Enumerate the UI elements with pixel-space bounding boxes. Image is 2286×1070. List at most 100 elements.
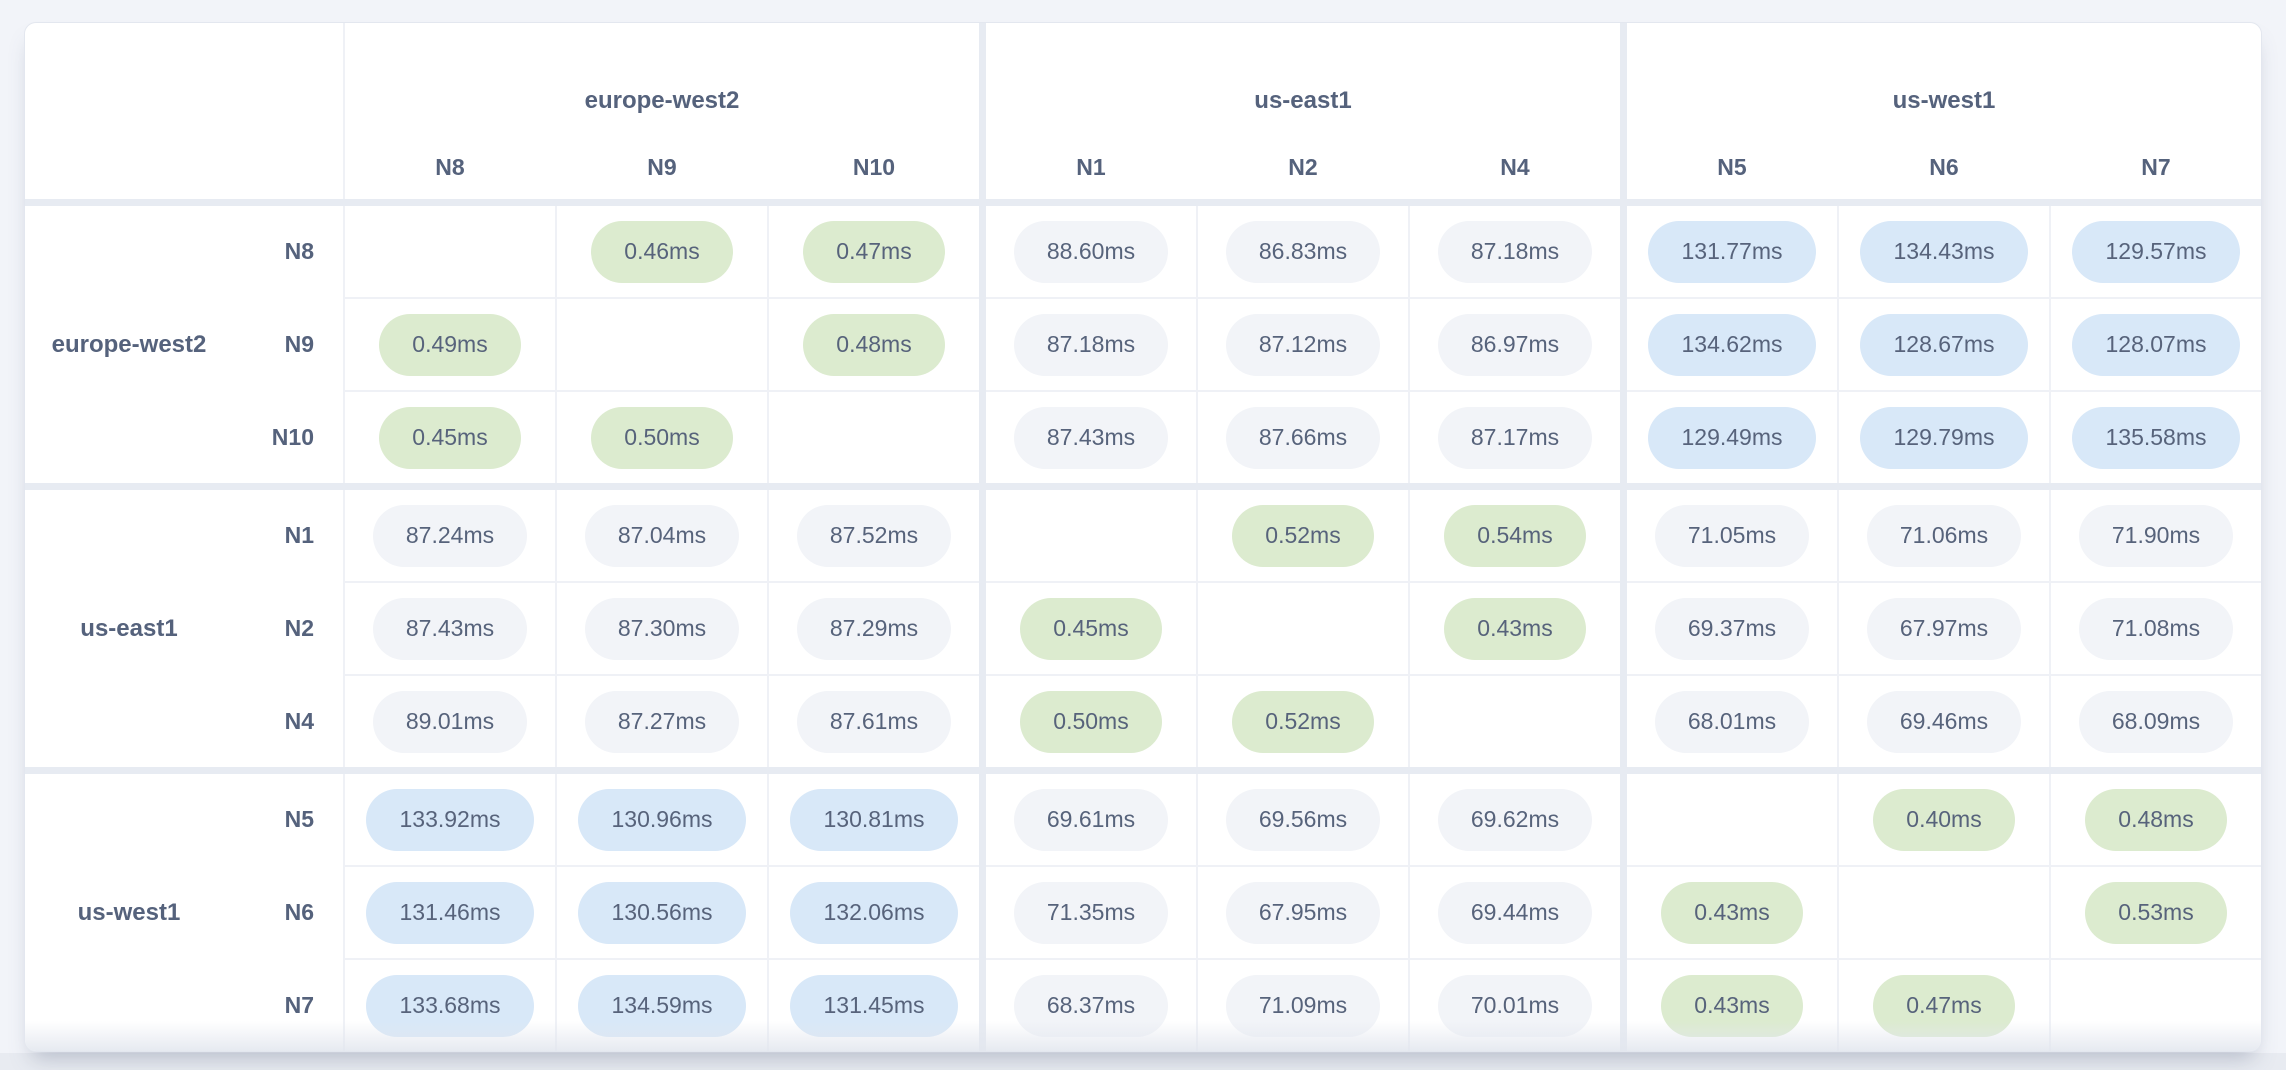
latency-pill: 0.43ms — [1661, 881, 1803, 944]
latency-matrix-table: europe-west2 N8 N9 N10 us-east1 N1 N2 N4 us-west… — [24, 22, 2262, 1052]
latency-cell-N9-N7: 128.07ms — [2051, 299, 2261, 390]
latency-cell-N4-N8: 89.01ms — [345, 676, 555, 767]
latency-cell-N7-N6: 0.47ms — [1839, 960, 2049, 1051]
column-group-separator — [1620, 23, 1627, 1051]
latency-cell-N4-N1: 0.50ms — [986, 676, 1196, 767]
row-node-label-N9: N9 — [284, 331, 314, 357]
latency-cell-N9-N9 — [557, 299, 767, 390]
latency-pill: 87.04ms — [584, 504, 740, 567]
latency-pill: 70.01ms — [1437, 974, 1593, 1037]
latency-cell-N7-N2: 71.09ms — [1198, 960, 1408, 1051]
latency-pill: 87.18ms — [1437, 220, 1593, 283]
latency-cell-N1-N10: 87.52ms — [769, 490, 979, 581]
latency-cell-N8-N8 — [345, 206, 555, 297]
latency-cell-N2-N6: 67.97ms — [1839, 583, 2049, 674]
latency-cell-N6-N7: 0.53ms — [2051, 867, 2261, 958]
latency-cell-N10-N10 — [769, 392, 979, 483]
latency-pill: 87.66ms — [1225, 406, 1381, 469]
column-node-label-N6: N6 — [1929, 153, 1959, 180]
latency-pill: 0.43ms — [1661, 974, 1803, 1037]
row-node-label-N8: N8 — [284, 238, 314, 264]
latency-pill: 130.96ms — [578, 788, 746, 851]
latency-pill: 87.61ms — [796, 690, 952, 753]
latency-cell-N6-N4: 69.44ms — [1410, 867, 1620, 958]
matrix-corner-cell — [25, 23, 343, 199]
latency-pill: 0.45ms — [379, 406, 521, 469]
latency-cell-N8-N4: 87.18ms — [1410, 206, 1620, 297]
latency-cell-N5-N7: 0.48ms — [2051, 774, 2261, 865]
row-node-labels: N8 N9 N10 — [225, 206, 343, 483]
latency-pill: 130.56ms — [578, 881, 746, 944]
latency-cell-N1-N6: 71.06ms — [1839, 490, 2049, 581]
latency-pill: 0.53ms — [2085, 881, 2227, 944]
latency-cell-N10-N9: 0.50ms — [557, 392, 767, 483]
latency-cell-N5-N8: 133.92ms — [345, 774, 555, 865]
row-node-label-N5: N5 — [284, 806, 314, 832]
latency-cell-N6-N2: 67.95ms — [1198, 867, 1408, 958]
page-bottom-strip — [0, 1053, 2286, 1070]
latency-pill: 69.44ms — [1437, 881, 1593, 944]
latency-cell-N10-N5: 129.49ms — [1627, 392, 1837, 483]
latency-cell-N5-N10: 130.81ms — [769, 774, 979, 865]
latency-pill: 71.08ms — [2078, 597, 2234, 660]
row-group-separator — [25, 199, 2261, 206]
latency-cell-N2-N9: 87.30ms — [557, 583, 767, 674]
latency-cell-N5-N5 — [1627, 774, 1837, 865]
latency-cell-N9-N2: 87.12ms — [1198, 299, 1408, 390]
latency-cell-N1-N7: 71.90ms — [2051, 490, 2261, 581]
latency-pill: 0.43ms — [1444, 597, 1586, 660]
latency-pill: 0.47ms — [1873, 974, 2015, 1037]
latency-pill: 0.50ms — [591, 406, 733, 469]
latency-pill: 87.27ms — [584, 690, 740, 753]
latency-cell-N6-N6 — [1839, 867, 2049, 958]
latency-cell-N10-N2: 87.66ms — [1198, 392, 1408, 483]
column-node-label-N2: N2 — [1288, 153, 1318, 180]
latency-cell-N6-N5: 0.43ms — [1627, 867, 1837, 958]
latency-cell-N8-N5: 131.77ms — [1627, 206, 1837, 297]
row-node-label-N2: N2 — [284, 615, 314, 641]
latency-pill: 87.24ms — [372, 504, 528, 567]
latency-pill: 0.46ms — [591, 220, 733, 283]
latency-pill: 133.68ms — [366, 974, 534, 1037]
latency-cell-N8-N2: 86.83ms — [1198, 206, 1408, 297]
latency-pill: 69.62ms — [1437, 788, 1593, 851]
row-region-header-us-east1: us-east1 N1 N2 N4 — [25, 490, 343, 767]
latency-cell-N2-N2 — [1198, 583, 1408, 674]
column-region-label: europe-west2 — [584, 87, 740, 115]
latency-pill: 131.77ms — [1648, 220, 1816, 283]
latency-cell-N5-N6: 0.40ms — [1839, 774, 2049, 865]
column-region-header-us-east1: us-east1 N1 N2 N4 — [986, 23, 1620, 199]
latency-cell-N2-N10: 87.29ms — [769, 583, 979, 674]
latency-pill: 0.54ms — [1444, 504, 1586, 567]
latency-pill: 135.58ms — [2072, 406, 2240, 469]
latency-pill: 0.40ms — [1873, 788, 2015, 851]
latency-pill: 68.01ms — [1654, 690, 1810, 753]
row-node-label-N7: N7 — [284, 992, 314, 1018]
latency-cell-N7-N1: 68.37ms — [986, 960, 1196, 1051]
latency-cell-N8-N7: 129.57ms — [2051, 206, 2261, 297]
latency-cell-N5-N1: 69.61ms — [986, 774, 1196, 865]
row-node-labels: N1 N2 N4 — [225, 490, 343, 767]
latency-pill: 88.60ms — [1013, 220, 1169, 283]
latency-cell-N5-N4: 69.62ms — [1410, 774, 1620, 865]
column-region-header-us-west1: us-west1 N5 N6 N7 — [1627, 23, 2261, 199]
latency-pill: 69.37ms — [1654, 597, 1810, 660]
latency-cell-N9-N1: 87.18ms — [986, 299, 1196, 390]
latency-cell-N4-N7: 68.09ms — [2051, 676, 2261, 767]
row-region-label: europe-west2 — [51, 330, 207, 358]
column-node-label-N1: N1 — [1076, 153, 1106, 180]
row-node-label-N10: N10 — [271, 424, 314, 450]
row-region-header-us-west1: us-west1 N5 N6 N7 — [25, 774, 343, 1051]
latency-pill: 71.90ms — [2078, 504, 2234, 567]
latency-pill: 0.49ms — [379, 313, 521, 376]
row-group-separator — [25, 483, 2261, 490]
latency-pill: 67.95ms — [1225, 881, 1381, 944]
latency-cell-N5-N9: 130.96ms — [557, 774, 767, 865]
latency-pill: 129.49ms — [1648, 406, 1816, 469]
latency-cell-N8-N9: 0.46ms — [557, 206, 767, 297]
latency-pill: 69.61ms — [1013, 788, 1169, 851]
latency-pill: 71.35ms — [1013, 881, 1169, 944]
latency-pill: 134.62ms — [1648, 313, 1816, 376]
latency-pill: 86.83ms — [1225, 220, 1381, 283]
latency-pill: 0.48ms — [803, 313, 945, 376]
